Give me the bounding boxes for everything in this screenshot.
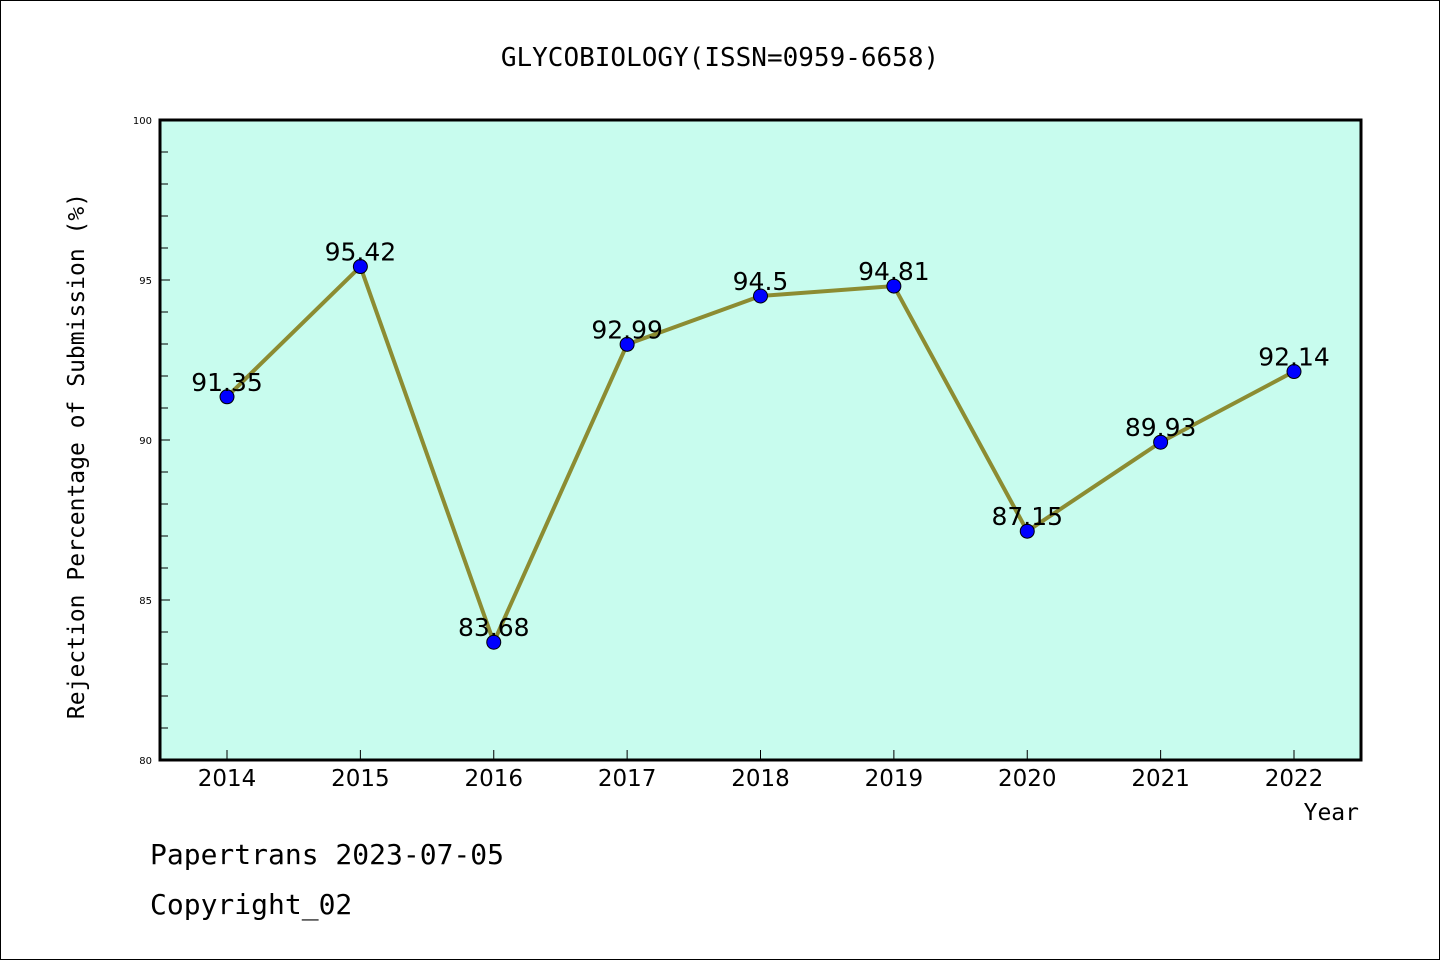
y-tick-label: 100 <box>133 116 152 127</box>
x-tick-label: 2018 <box>731 766 790 792</box>
data-point <box>753 288 768 304</box>
x-axis-label: Year <box>1304 800 1359 826</box>
data-label: 89.93 <box>1125 413 1197 442</box>
x-tick-label: 2021 <box>1131 766 1190 792</box>
data-label: 92.99 <box>591 315 663 344</box>
data-point <box>619 336 635 352</box>
x-tick-label: 2019 <box>865 766 924 792</box>
y-tick-label: 85 <box>139 596 152 607</box>
data-label: 92.14 <box>1258 343 1330 372</box>
x-tick-label: 2016 <box>464 766 523 792</box>
data-label: 91.35 <box>191 368 263 397</box>
chart-title: GLYCOBIOLOGY(ISSN=0959-6658) <box>501 43 939 73</box>
y-tick-label: 90 <box>139 436 152 447</box>
data-point <box>352 259 368 275</box>
data-label: 87.15 <box>991 502 1063 531</box>
x-tick-label: 2015 <box>331 766 390 792</box>
y-tick-label: 95 <box>139 276 152 287</box>
x-tick-label: 2017 <box>598 766 657 792</box>
x-tick-label: 2022 <box>1265 766 1324 792</box>
data-point <box>1153 434 1169 450</box>
plot-border <box>158 118 1363 762</box>
data-point <box>219 389 235 405</box>
footer-copyright-line: Copyright_02 <box>150 888 352 922</box>
y-axis-label: Rejection Percentage of Submission (%) <box>64 193 90 719</box>
x-axis: 2014 2015 2016 2017 2018 2019 2020 2021 2022 <box>198 750 1324 792</box>
data-label: 95.42 <box>325 238 397 267</box>
data-point <box>1286 364 1302 380</box>
series-group: 91.35 95.42 83.68 92.99 94.5 94.81 87.15 89.93 9… <box>191 238 1330 650</box>
data-label: 94.5 <box>733 267 789 296</box>
data-point <box>486 634 502 650</box>
x-tick-label: 2014 <box>198 766 257 792</box>
data-point <box>886 278 902 294</box>
data-point <box>1019 523 1035 539</box>
data-label: 83.68 <box>458 613 530 642</box>
x-tick-label: 2020 <box>998 766 1057 792</box>
footer-date-line: Papertrans 2023-07-05 <box>150 838 504 871</box>
data-label: 94.81 <box>858 257 930 286</box>
y-tick-label: 80 <box>139 756 152 767</box>
